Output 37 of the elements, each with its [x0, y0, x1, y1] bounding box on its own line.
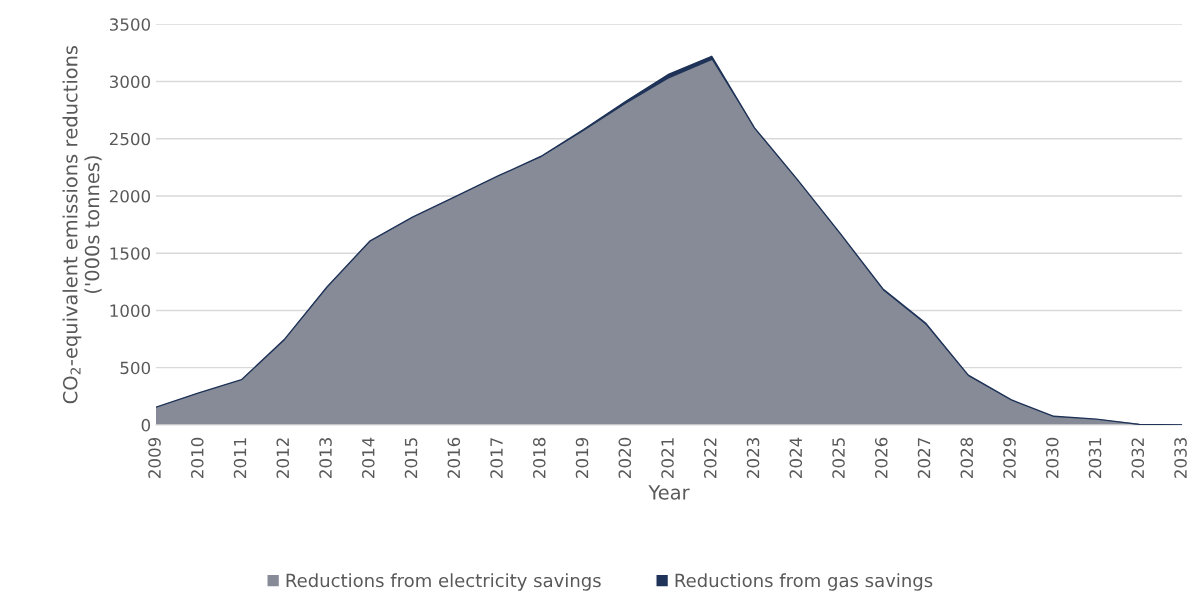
x-tick-label: 2009	[148, 437, 161, 478]
x-tick-label: 2031	[1088, 438, 1102, 478]
x-tick-label: 2025	[832, 438, 845, 478]
y-tick-label: 1500	[110, 247, 151, 260]
x-tick-label: 2021	[661, 438, 674, 478]
x-tick-label: 2014	[361, 437, 375, 478]
x-tick-label: 2029	[1003, 437, 1016, 478]
y-tick-label: 500	[120, 361, 151, 375]
x-tick-label: 2015	[404, 438, 418, 478]
x-axis-title: Year	[648, 485, 690, 500]
y-tick-label: 3500	[109, 18, 151, 31]
legend-label: Reductions from electricity savings	[286, 573, 601, 591]
legend-label: Reductions from gas savings	[675, 573, 933, 591]
x-tick-label: 2012	[276, 438, 290, 478]
x-tick-label: 2032	[1131, 438, 1145, 478]
x-tick-label: 2033	[1174, 438, 1187, 478]
y-axis-title: CO$_{2}$-equivalent emissions reductions ('000s tonnes)	[62, 45, 102, 404]
x-tick-label: 2018	[532, 437, 546, 478]
y-tick-label: 1000	[110, 304, 151, 318]
y-tick-label: 0	[141, 418, 151, 432]
y-tick-label: 3000	[109, 75, 151, 89]
x-tick-label: 2016	[447, 437, 461, 478]
x-tick-label: 2020	[618, 437, 632, 478]
y-tick-label: 2500	[109, 132, 151, 146]
x-tick-label: 2026	[874, 437, 888, 478]
x-tick-label: 2024	[789, 437, 803, 478]
x-tick-label: 2013	[319, 438, 332, 478]
x-tick-label: 2023	[746, 438, 760, 478]
x-tick-label: 2027	[917, 438, 931, 478]
x-tick-label: 2019	[575, 437, 589, 478]
x-tick-label: 2010	[190, 437, 204, 478]
x-tick-label: 2011	[233, 438, 247, 478]
y-tick-label: 2000	[109, 189, 151, 203]
x-tick-label: 2028	[960, 437, 974, 478]
x-tick-label: 2030	[1045, 437, 1059, 478]
x-tick-label: 2017	[490, 438, 503, 478]
x-tick-label: 2022	[703, 438, 717, 478]
